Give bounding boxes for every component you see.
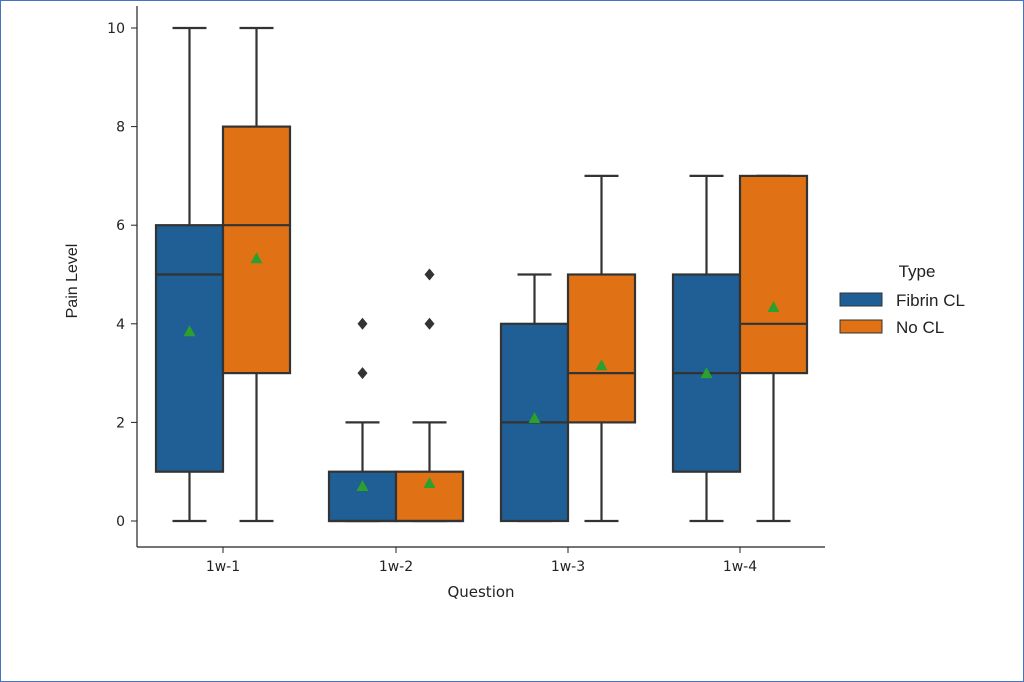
legend-label-fibrin-cl: Fibrin CL [896, 291, 965, 310]
box-1w-3-fibrin-cl [499, 273, 570, 523]
y-tick-label: 10 [107, 21, 125, 37]
box [327, 470, 398, 523]
legend-title: Type [899, 262, 936, 281]
box [566, 273, 637, 424]
y-tick-label: 6 [116, 218, 125, 234]
mean-marker [423, 477, 436, 489]
x-tick-label: 1w-4 [723, 559, 757, 575]
legend-label-no-cl: No CL [896, 318, 944, 337]
x-axis-label: Question [447, 583, 514, 601]
outlier-point [357, 367, 368, 380]
box [738, 174, 809, 375]
legend: Type Fibrin CL No CL [839, 262, 965, 337]
outlier-point [424, 268, 435, 281]
box-1w-4-fibrin-cl [671, 174, 742, 523]
box-1w-3-no-cl [566, 174, 637, 523]
y-tick-label: 0 [116, 514, 125, 530]
y-tick-label: 4 [116, 317, 125, 333]
mean-marker [183, 325, 196, 337]
mean-marker [767, 301, 780, 313]
x-tick-label: 1w-2 [379, 559, 413, 575]
y-tick-label: 8 [116, 120, 125, 136]
legend-swatch-fibrin-cl [839, 292, 883, 307]
box-1w-1-fibrin-cl [154, 26, 225, 523]
box-1w-1-no-cl [221, 26, 292, 523]
mean-marker [356, 479, 369, 491]
box [221, 125, 292, 375]
x-tick-label: 1w-3 [551, 559, 585, 575]
mean-marker [528, 411, 541, 423]
x-tick-label: 1w-1 [206, 559, 240, 575]
y-axis-label: Pain Level [64, 244, 81, 319]
outlier-point [424, 317, 435, 330]
box [154, 224, 225, 473]
legend-swatch-no-cl [839, 319, 883, 334]
mean-marker [700, 367, 713, 379]
box-1w-4-no-cl [738, 174, 809, 523]
y-tick-label: 2 [116, 415, 125, 431]
mean-marker [595, 359, 608, 371]
box-1w-2-no-cl [394, 268, 465, 523]
outlier-point [357, 317, 368, 330]
mean-marker [250, 252, 263, 264]
box-1w-2-fibrin-cl [327, 317, 398, 523]
